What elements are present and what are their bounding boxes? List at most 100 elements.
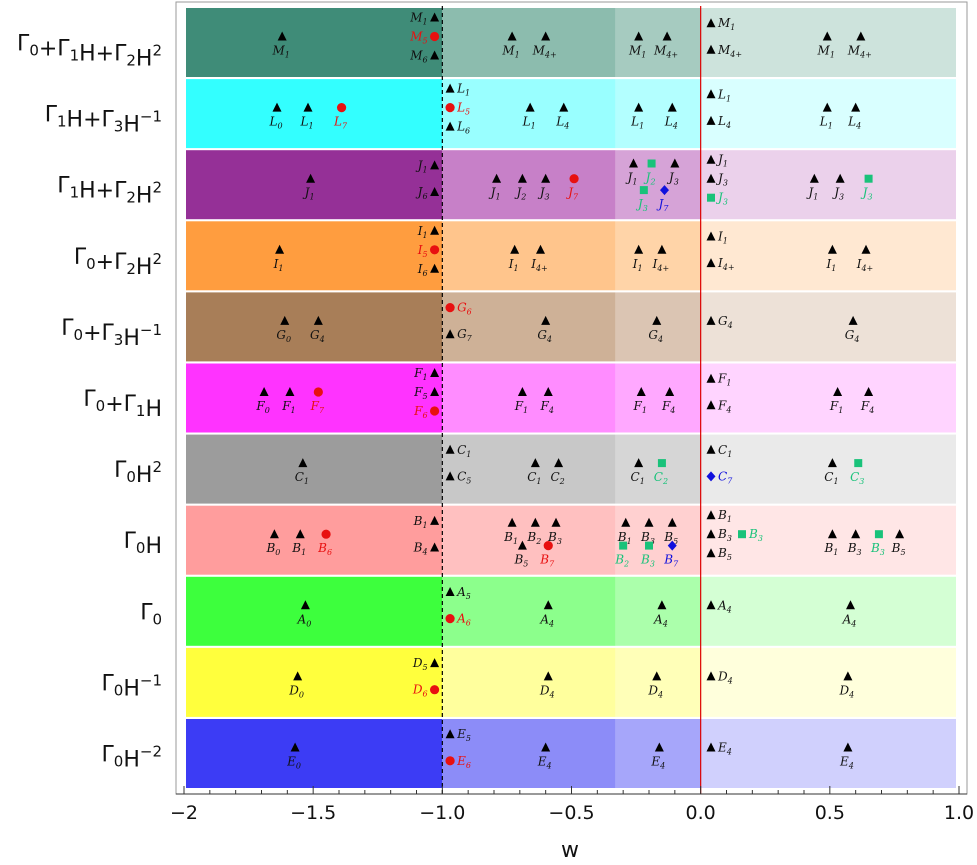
data-point: B0 xyxy=(265,529,280,557)
point-label: J1 xyxy=(805,186,818,202)
data-point: L5 xyxy=(445,101,470,117)
triangle-marker xyxy=(543,671,553,681)
point-label: D6 xyxy=(412,683,428,699)
point-label: G4 xyxy=(718,314,733,330)
data-point: D0 xyxy=(288,671,304,699)
square-marker xyxy=(864,174,873,183)
data-point: B5 xyxy=(706,546,732,562)
triangle-marker xyxy=(706,600,716,610)
data-point: B1 xyxy=(617,517,632,546)
point-label: E4 xyxy=(839,755,854,771)
row-label: Γ0+Γ1H xyxy=(83,387,162,422)
data-point: A4 xyxy=(706,598,732,614)
data-point: F7 xyxy=(310,387,325,415)
point-label: B1 xyxy=(617,530,632,546)
point-label: B0 xyxy=(265,541,280,557)
row-label: Γ0H−2 xyxy=(102,743,162,773)
diamond-marker xyxy=(706,471,716,482)
point-label: J3 xyxy=(635,197,648,213)
triangle-marker xyxy=(445,444,455,454)
data-point: L1 xyxy=(630,102,644,131)
triangle-marker xyxy=(430,225,440,235)
point-label: E0 xyxy=(286,755,301,771)
point-label: G0 xyxy=(276,328,291,344)
point-label: J3 xyxy=(715,191,728,207)
data-point: J3 xyxy=(706,172,728,188)
data-point: G4 xyxy=(310,315,325,344)
data-point: A0 xyxy=(297,600,312,628)
row-band-segment xyxy=(700,647,956,717)
point-label: F5 xyxy=(413,385,427,401)
data-point: F1 xyxy=(413,366,440,382)
point-label: M1 xyxy=(817,44,835,60)
square-marker xyxy=(645,541,653,550)
row-band-segment xyxy=(700,576,956,646)
data-point: E4 xyxy=(706,741,732,757)
triangle-marker xyxy=(543,387,553,396)
data-point: A4 xyxy=(842,600,856,628)
triangle-marker xyxy=(662,31,672,41)
data-point: F4 xyxy=(860,387,874,415)
data-point: B5 xyxy=(513,540,528,569)
point-label: B3 xyxy=(640,530,655,546)
row-band-segment xyxy=(186,719,443,788)
data-point: J1 xyxy=(625,158,638,187)
point-label: B6 xyxy=(317,541,332,557)
row-band-segment xyxy=(615,576,701,646)
data-point: J2 xyxy=(643,159,656,187)
data-point: J7 xyxy=(656,185,669,213)
data-point: G7 xyxy=(445,327,473,343)
point-label: L1 xyxy=(522,115,536,131)
data-point: L7 xyxy=(333,103,348,131)
row-band-segment xyxy=(442,576,616,646)
data-point: E6 xyxy=(445,754,471,770)
data-point: L4 xyxy=(555,102,569,131)
data-point: I1 xyxy=(508,244,520,273)
data-point: J1 xyxy=(302,173,316,202)
triangle-marker xyxy=(517,540,527,550)
point-label: B3 xyxy=(717,527,732,543)
data-points: M1 M1 M5 M6 M1 M4+ M1 M4+ M1 M4+ M1 M4+ L0 L1 L7 L1 L5 L6… xyxy=(255,11,905,771)
data-point: C2 xyxy=(654,459,668,486)
point-label: I4+ xyxy=(652,257,670,273)
data-point: M4+ xyxy=(532,31,557,60)
data-point: D4 xyxy=(539,671,555,699)
data-point: F6 xyxy=(413,404,440,420)
point-label: M1 xyxy=(628,44,646,60)
row-band-segment xyxy=(442,150,616,220)
triangle-marker xyxy=(670,158,680,168)
data-point: C1 xyxy=(295,458,309,486)
point-label: C1 xyxy=(295,470,309,486)
data-point: M4+ xyxy=(847,31,872,60)
data-point: L1 xyxy=(706,87,731,103)
point-label: C1 xyxy=(527,470,541,486)
data-point: C7 xyxy=(706,469,733,485)
data-point: I6 xyxy=(417,262,440,278)
square-marker xyxy=(707,193,715,202)
triangle-marker xyxy=(621,517,631,527)
point-label: J7 xyxy=(565,186,579,202)
data-point: B3 xyxy=(847,529,862,557)
data-point: L4 xyxy=(664,102,678,131)
triangle-marker xyxy=(706,258,716,268)
data-point: E0 xyxy=(286,742,301,771)
row-band-segment xyxy=(615,505,701,575)
triangle-marker xyxy=(667,102,677,112)
triangle-marker xyxy=(541,31,551,41)
triangle-marker xyxy=(706,400,716,410)
triangle-marker xyxy=(492,173,502,183)
point-label: I1 xyxy=(825,257,836,273)
point-label: A0 xyxy=(297,612,312,628)
row-band-segment xyxy=(615,647,701,717)
triangle-marker xyxy=(559,102,569,112)
triangle-marker xyxy=(629,158,638,168)
circle-marker xyxy=(429,406,440,416)
point-label: C5 xyxy=(457,469,471,485)
triangle-marker xyxy=(843,742,853,752)
row-label: Γ0H−1 xyxy=(102,671,162,701)
point-label: L6 xyxy=(456,120,470,136)
point-label: C2 xyxy=(654,470,668,486)
point-label: J2 xyxy=(513,186,526,202)
data-point: B3 xyxy=(738,527,763,543)
triangle-marker xyxy=(843,671,853,681)
